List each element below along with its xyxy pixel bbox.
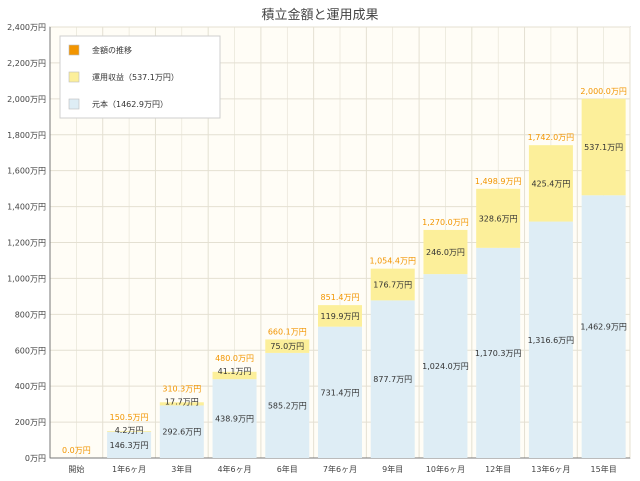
y-tick-label: 0万円 bbox=[25, 454, 46, 463]
x-tick-label: 12年目 bbox=[485, 464, 511, 474]
gain-value-label: 537.1万円 bbox=[584, 143, 623, 152]
gain-bar bbox=[159, 402, 204, 406]
gain-value-label: 75.0万円 bbox=[270, 342, 304, 351]
gain-bar bbox=[265, 339, 310, 353]
gain-value-label: 176.7万円 bbox=[373, 281, 412, 290]
y-tick-label: 1,800万円 bbox=[7, 131, 46, 140]
y-tick-label: 1,400万円 bbox=[7, 203, 46, 212]
principal-bar bbox=[318, 326, 362, 458]
principal-value-label: 877.7万円 bbox=[373, 375, 412, 384]
principal-bar bbox=[423, 274, 468, 458]
gain-bar bbox=[476, 188, 521, 248]
legend-swatch bbox=[68, 44, 80, 56]
y-tick-label: 2,000万円 bbox=[7, 95, 46, 104]
x-tick-label: 1年6ヶ月 bbox=[112, 464, 146, 474]
principal-value-label: 1,316.6万円 bbox=[528, 336, 575, 345]
legend-swatch bbox=[68, 98, 80, 110]
x-tick-label: 7年6ヶ月 bbox=[323, 464, 357, 474]
gain-value-label: 328.6万円 bbox=[479, 214, 518, 223]
x-tick-label: 4年6ヶ月 bbox=[217, 464, 251, 474]
gain-value-label: 4.2万円 bbox=[115, 426, 144, 435]
total-value-label: 851.4万円 bbox=[321, 293, 360, 302]
x-tick-label: 10年6ヶ月 bbox=[426, 464, 465, 474]
x-tick-label: 6年目 bbox=[277, 464, 298, 474]
y-tick-label: 1,600万円 bbox=[7, 167, 46, 176]
principal-bar bbox=[476, 247, 521, 458]
y-tick-label: 1,200万円 bbox=[7, 239, 46, 248]
data-labels: 0.0万円 146.3万円 4.2万円 150.5万円 292.6万円 17.7万円 310… bbox=[62, 87, 627, 455]
principal-value-label: 1,024.0万円 bbox=[422, 362, 469, 371]
principal-bar bbox=[370, 300, 415, 458]
total-value-label: 0.0万円 bbox=[62, 446, 91, 455]
principal-bar bbox=[159, 405, 204, 458]
principal-bar bbox=[212, 379, 257, 458]
gain-bar bbox=[423, 229, 468, 275]
x-tick-label: 3年目 bbox=[171, 464, 192, 474]
gain-value-label: 119.9万円 bbox=[321, 312, 360, 321]
gain-value-label: 425.4万円 bbox=[531, 179, 570, 188]
principal-bar bbox=[581, 195, 626, 458]
gain-bar bbox=[318, 305, 362, 327]
gain-value-label: 17.7万円 bbox=[165, 397, 199, 406]
gain-bar bbox=[107, 430, 152, 432]
principal-bar bbox=[107, 431, 152, 458]
principal-bar bbox=[265, 352, 310, 458]
y-tick-label: 1,000万円 bbox=[7, 274, 46, 283]
y-tick-label: 800万円 bbox=[15, 310, 46, 319]
y-tick-label: 2,400万円 bbox=[7, 23, 46, 32]
x-tick-label: 15年目 bbox=[591, 464, 617, 474]
x-tick-label: 13年6ヶ月 bbox=[531, 464, 570, 474]
gain-bar bbox=[212, 371, 257, 380]
gain-bar bbox=[528, 145, 573, 222]
y-tick-label: 400万円 bbox=[15, 382, 46, 391]
total-value-label: 1,270.0万円 bbox=[422, 218, 469, 227]
total-value-label: 1,054.4万円 bbox=[369, 257, 416, 266]
legend-label: 元本（1462.9万円） bbox=[92, 99, 168, 109]
total-value-label: 1,742.0万円 bbox=[528, 133, 575, 142]
principal-bar bbox=[528, 221, 573, 458]
principal-value-label: 585.2万円 bbox=[268, 401, 307, 410]
gain-bar bbox=[581, 98, 626, 196]
principal-value-label: 731.4万円 bbox=[321, 388, 360, 397]
x-tick-label: 開始 bbox=[68, 464, 84, 474]
axes: 0万円 200万円 400万円 600万円 800万円 1,000万円 1,200万円 1,4… bbox=[7, 23, 630, 474]
legend-swatch bbox=[68, 71, 80, 83]
total-value-label: 1,498.9万円 bbox=[475, 177, 522, 186]
bars bbox=[107, 98, 626, 458]
principal-value-label: 1,462.9万円 bbox=[580, 323, 627, 332]
principal-value-label: 292.6万円 bbox=[162, 428, 201, 437]
x-tick-label: 9年目 bbox=[382, 464, 403, 474]
total-value-label: 310.3万円 bbox=[162, 384, 201, 393]
principal-value-label: 1,170.3万円 bbox=[475, 349, 522, 358]
gain-value-label: 41.1万円 bbox=[218, 367, 252, 376]
legend-label: 金額の推移 bbox=[92, 45, 132, 55]
total-value-label: 660.1万円 bbox=[268, 327, 307, 336]
y-tick-label: 600万円 bbox=[15, 346, 46, 355]
gain-bar bbox=[370, 268, 415, 301]
principal-value-label: 438.9万円 bbox=[215, 415, 254, 424]
legend-box bbox=[59, 35, 221, 119]
y-tick-label: 2,200万円 bbox=[7, 59, 46, 68]
total-value-label: 150.5万円 bbox=[110, 413, 149, 422]
y-tick-label: 200万円 bbox=[15, 418, 46, 427]
chart-title: 積立金額と運用成果 bbox=[261, 7, 378, 23]
total-value-label: 2,000.0万円 bbox=[580, 87, 627, 96]
legend-label: 運用収益（537.1万円） bbox=[92, 72, 179, 82]
total-value-label: 480.0万円 bbox=[215, 354, 254, 363]
principal-value-label: 146.3万円 bbox=[110, 441, 149, 450]
gain-value-label: 246.0万円 bbox=[426, 248, 465, 257]
